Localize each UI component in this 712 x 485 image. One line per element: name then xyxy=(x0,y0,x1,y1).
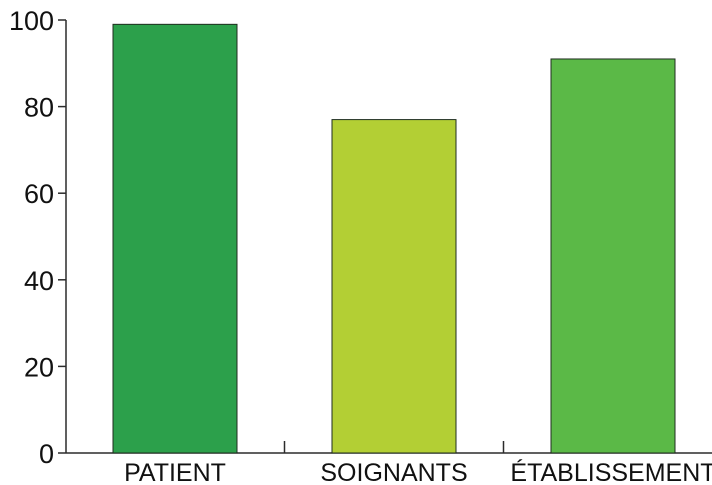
bar-patient xyxy=(112,23,238,454)
category-label: SOIGNANTS xyxy=(320,459,467,485)
bar-établissement xyxy=(550,58,676,454)
y-tick-label: 60 xyxy=(24,179,54,209)
bars xyxy=(112,23,676,454)
category-label: ÉTABLISSEMENT xyxy=(510,458,712,485)
y-axis: 0 20 40 60 80 100 xyxy=(9,6,67,469)
y-tick-label: 40 xyxy=(24,266,54,296)
y-tick-label: 80 xyxy=(24,93,54,123)
category-labels: PATIENT SOIGNANTS ÉTABLISSEMENT xyxy=(124,458,712,485)
y-tick-label: 20 xyxy=(24,352,54,382)
category-label: PATIENT xyxy=(124,459,226,485)
y-tick-label: 0 xyxy=(39,439,54,469)
bar-soignants xyxy=(331,119,457,454)
y-tick-label: 100 xyxy=(9,6,54,36)
